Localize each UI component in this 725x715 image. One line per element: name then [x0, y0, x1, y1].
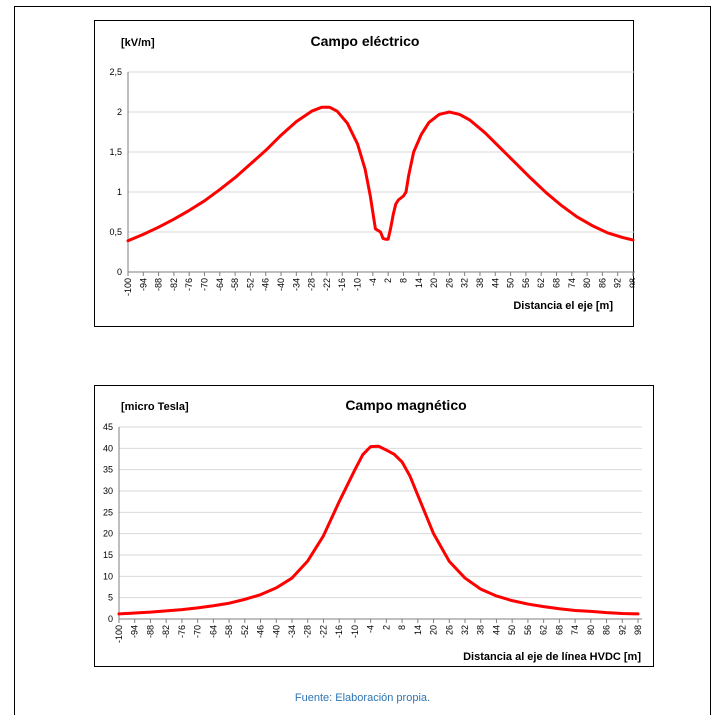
x-tick-label: 80: [586, 625, 596, 635]
x-tick-label: 20: [429, 278, 439, 288]
electric-field-plot: [kV/m] Campo eléctrico Distancia el eje …: [109, 33, 635, 312]
series-line: [126, 105, 635, 243]
y-tick-label: 0,5: [109, 227, 122, 237]
x-tick-label: 20: [429, 625, 439, 635]
x-tick-label: -34: [287, 625, 297, 638]
x-tick-label: -58: [230, 278, 240, 291]
x-tick-label: 62: [539, 625, 549, 635]
x-tick-label: 86: [602, 625, 612, 635]
y-tick-label: 1: [117, 187, 122, 197]
x-tick-label: -70: [193, 625, 203, 638]
x-tick-label: 50: [506, 278, 516, 288]
chart-title: Campo magnético: [345, 397, 466, 413]
x-tick-label: -28: [303, 625, 313, 638]
y-axis-unit-label: [kV/m]: [121, 37, 155, 49]
x-tick-label: 92: [613, 278, 623, 288]
x-tick-label: -70: [200, 278, 210, 291]
x-tick-label: -16: [337, 278, 347, 291]
x-tick-label: -94: [130, 625, 140, 638]
x-tick-label: -88: [145, 625, 155, 638]
magnetic-field-chart: [micro Tesla] Campo magnético Distancia …: [94, 385, 654, 667]
x-tick-label: -82: [161, 625, 171, 638]
x-tick-label: 32: [460, 278, 470, 288]
x-tick-label: -88: [154, 278, 164, 291]
x-tick-label: 74: [567, 278, 577, 288]
y-tick-label: 0: [108, 614, 113, 624]
x-tick-label: 56: [523, 625, 533, 635]
x-tick-label: 62: [536, 278, 546, 288]
magnetic-field-plot: [micro Tesla] Campo magnético Distancia …: [103, 397, 643, 663]
x-tick-label: -40: [276, 278, 286, 291]
x-tick-label: 44: [490, 278, 500, 288]
x-tick-label: 44: [491, 625, 501, 635]
x-tick-label: 98: [628, 278, 635, 288]
x-tick-label: 38: [476, 625, 486, 635]
x-axis-label: Distancia al eje de línea HVDC [m]: [463, 651, 641, 663]
x-tick-label: -40: [271, 625, 281, 638]
x-tick-label: -46: [261, 278, 271, 291]
x-tick-label: 2: [383, 278, 393, 283]
x-tick-label: -100: [114, 625, 124, 643]
x-tick-label: 86: [597, 278, 607, 288]
source-caption: Fuente: Elaboración propia.: [294, 692, 431, 704]
x-tick-label: -16: [334, 625, 344, 638]
x-tick-label: 98: [633, 625, 643, 635]
x-tick-label: 50: [507, 625, 517, 635]
x-tick-label: -64: [215, 278, 225, 291]
x-tick-label: -64: [208, 625, 218, 638]
y-tick-label: 25: [103, 507, 113, 517]
x-tick-label: 92: [617, 625, 627, 635]
x-tick-label: -76: [184, 278, 194, 291]
x-tick-label: -10: [350, 625, 360, 638]
y-tick-label: 45: [103, 422, 113, 432]
chart-title: Campo eléctrico: [311, 33, 420, 49]
x-tick-label: -76: [177, 625, 187, 638]
x-tick-label: 26: [444, 625, 454, 635]
x-tick-label: 32: [460, 625, 470, 635]
x-tick-label: 68: [551, 278, 561, 288]
y-tick-label: 15: [103, 550, 113, 560]
x-tick-label: -52: [240, 625, 250, 638]
x-tick-label: 14: [414, 278, 424, 288]
x-tick-label: -22: [322, 278, 332, 291]
x-axis-label: Distancia el eje [m]: [513, 300, 613, 312]
x-tick-label: 8: [397, 625, 407, 630]
x-tick-label: 14: [413, 625, 423, 635]
y-tick-label: 20: [103, 529, 113, 539]
x-tick-label: 26: [444, 278, 454, 288]
x-tick-label: -52: [245, 278, 255, 291]
x-tick-label: 56: [521, 278, 531, 288]
x-tick-label: -82: [169, 278, 179, 291]
x-tick-label: 74: [570, 625, 580, 635]
x-tick-label: -46: [256, 625, 266, 638]
y-axis-unit-label: [micro Tesla]: [121, 401, 189, 413]
y-tick-label: 0: [117, 267, 122, 277]
x-tick-label: -100: [123, 278, 133, 296]
y-tick-label: 2,5: [109, 67, 122, 77]
y-tick-label: 2: [117, 107, 122, 117]
x-tick-label: 38: [475, 278, 485, 288]
electric-field-chart: [kV/m] Campo eléctrico Distancia el eje …: [94, 20, 635, 327]
series-line: [117, 444, 640, 616]
x-tick-label: 68: [554, 625, 564, 635]
x-tick-label: 8: [398, 278, 408, 283]
y-tick-label: 35: [103, 465, 113, 475]
x-tick-label: -4: [366, 625, 376, 633]
x-tick-label: -58: [224, 625, 234, 638]
y-tick-label: 10: [103, 571, 113, 581]
y-tick-label: 40: [103, 443, 113, 453]
x-tick-label: -34: [291, 278, 301, 291]
y-tick-label: 5: [108, 593, 113, 603]
x-tick-label: 80: [582, 278, 592, 288]
x-tick-label: -28: [307, 278, 317, 291]
x-tick-label: -4: [368, 278, 378, 286]
x-tick-label: -22: [318, 625, 328, 638]
y-tick-label: 30: [103, 486, 113, 496]
y-tick-label: 1,5: [109, 147, 122, 157]
x-tick-label: 2: [381, 625, 391, 630]
x-tick-label: -10: [353, 278, 363, 291]
x-tick-label: -94: [138, 278, 148, 291]
